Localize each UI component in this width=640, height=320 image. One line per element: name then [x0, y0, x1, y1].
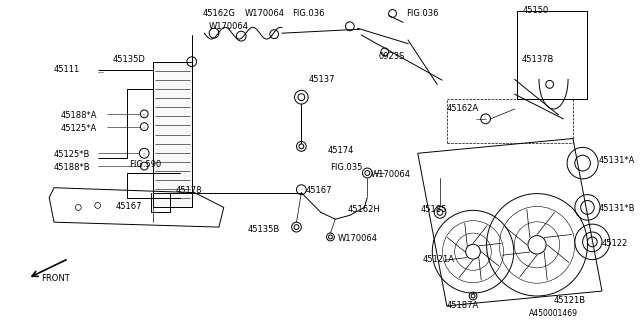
- Text: 45137: 45137: [308, 75, 335, 84]
- Text: 45162A: 45162A: [447, 104, 479, 113]
- Text: 45162G: 45162G: [202, 9, 236, 18]
- Text: 45167: 45167: [305, 186, 332, 195]
- Text: W170064: W170064: [245, 9, 285, 18]
- Text: FRONT: FRONT: [42, 274, 70, 283]
- Text: 45135B: 45135B: [248, 225, 280, 234]
- Text: 45137B: 45137B: [522, 55, 554, 64]
- Text: 45185: 45185: [420, 205, 447, 214]
- Text: 45150: 45150: [522, 6, 548, 15]
- Text: W170064: W170064: [338, 234, 378, 243]
- Text: 45188*B: 45188*B: [54, 163, 91, 172]
- Text: 45162H: 45162H: [348, 205, 381, 214]
- Text: 0923S: 0923S: [379, 52, 405, 61]
- Text: 45131*A: 45131*A: [598, 156, 634, 165]
- Text: 45187A: 45187A: [447, 301, 479, 310]
- Text: FIG.036: FIG.036: [406, 9, 438, 18]
- Text: FIG.590: FIG.590: [129, 160, 161, 169]
- Text: 45125*B: 45125*B: [54, 150, 90, 159]
- Text: 45135D: 45135D: [112, 55, 145, 64]
- Text: 45167: 45167: [115, 203, 141, 212]
- Text: 45121A: 45121A: [422, 255, 454, 264]
- Text: 45178: 45178: [175, 186, 202, 195]
- Text: FIG.036: FIG.036: [292, 9, 324, 18]
- Text: 45122: 45122: [602, 239, 628, 248]
- Text: A450001469: A450001469: [529, 309, 579, 318]
- Text: W170064: W170064: [371, 170, 411, 179]
- Text: 45174: 45174: [328, 146, 354, 156]
- Text: W170064: W170064: [209, 22, 249, 31]
- Text: 45111: 45111: [54, 65, 80, 74]
- Bar: [153, 62, 192, 207]
- Text: 45131*B: 45131*B: [598, 204, 635, 213]
- Text: 45121B: 45121B: [554, 296, 586, 305]
- Text: 45188*A: 45188*A: [61, 111, 97, 120]
- Text: FIG.035: FIG.035: [330, 163, 363, 172]
- Text: 45125*A: 45125*A: [61, 124, 97, 133]
